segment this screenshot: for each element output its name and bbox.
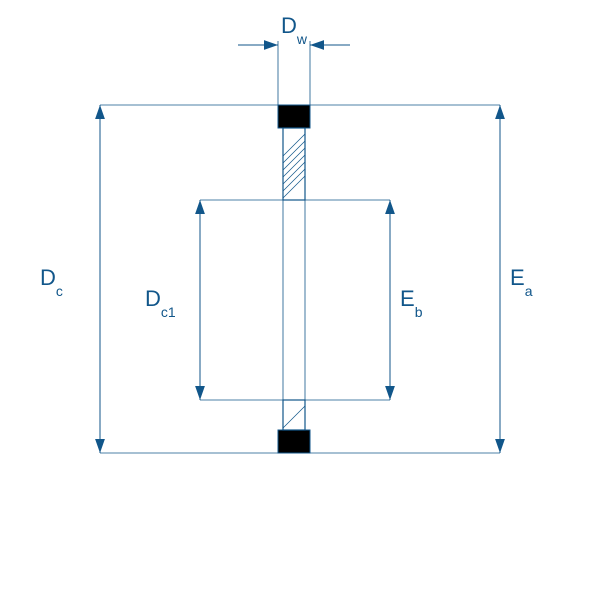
roller-section bbox=[278, 430, 310, 453]
cage-section bbox=[283, 128, 305, 200]
label-Dw: Dw bbox=[281, 13, 308, 47]
label-Dc1: Dc1 bbox=[145, 286, 176, 320]
label-Eb: Eb bbox=[400, 286, 423, 320]
roller-section bbox=[278, 105, 310, 128]
label-Ea: Ea bbox=[510, 265, 533, 299]
cage-section bbox=[283, 400, 305, 430]
label-Dc: Dc bbox=[40, 265, 63, 299]
